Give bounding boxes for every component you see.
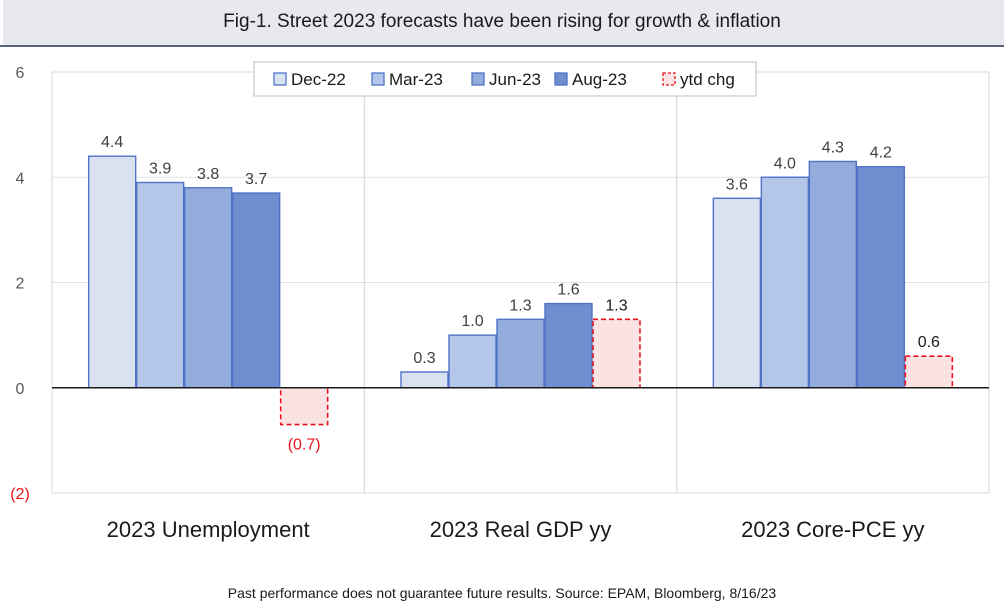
data-label: 0.6 <box>918 334 940 351</box>
source-note: Past performance does not guarantee futu… <box>227 585 777 601</box>
bar-ytd-chg-2 <box>904 355 954 389</box>
y-tick-label: 6 <box>16 65 25 82</box>
data-label: 3.9 <box>149 161 171 178</box>
legend-swatch-aug-23 <box>554 72 568 86</box>
y-axis: 6 4 2 0 (2) <box>10 65 30 503</box>
y-tick-label: 4 <box>16 170 25 187</box>
data-labels: 4.4 3.9 3.8 3.7 (0.7) 0.3 1.0 1.3 1.6 1.3 3.6 4.0 4.… <box>101 134 940 453</box>
bar-aug-23-2 <box>856 166 906 389</box>
y-tick-label: (2) <box>10 486 30 503</box>
legend-swatch-dec-22 <box>273 72 287 86</box>
data-label: 1.3 <box>605 297 627 314</box>
data-label: 1.3 <box>509 297 531 314</box>
y-tick-label: 0 <box>16 381 25 398</box>
y-tick-label: 2 <box>16 276 25 293</box>
legend-label: Dec-22 <box>291 70 346 89</box>
x-category-label: 2023 Core-PCE yy <box>741 517 924 542</box>
x-axis: 2023 Unemployment 2023 Real GDP yy 2023 Co… <box>107 517 925 542</box>
bars <box>87 155 954 426</box>
data-label: 0.3 <box>413 350 435 367</box>
bar-aug-23-1 <box>544 302 593 389</box>
legend-swatch-mar-23 <box>371 72 385 86</box>
bar-mar-23-0 <box>135 181 185 389</box>
data-label: 4.2 <box>870 145 892 162</box>
legend-swatch-jun-23 <box>471 72 485 86</box>
bar-mar-23-2 <box>760 176 810 389</box>
legend: Dec-22 Mar-23 Jun-23 Aug-23 ytd chg <box>253 61 757 97</box>
bar-dec-22-0 <box>87 155 137 389</box>
bar-jun-23-1 <box>496 318 545 389</box>
bar-jun-23-2 <box>808 160 858 389</box>
x-category-label: 2023 Unemployment <box>107 517 310 542</box>
data-label: 3.7 <box>245 171 267 188</box>
data-label: (0.7) <box>288 437 321 454</box>
bar-jun-23-0 <box>183 187 233 389</box>
chart-title: Fig-1. Street 2023 forecasts have been r… <box>223 11 781 32</box>
legend-label: Aug-23 <box>572 70 627 89</box>
data-label: 1.6 <box>557 282 579 299</box>
bar-mar-23-1 <box>448 334 497 389</box>
bar-ytd-chg-0 <box>279 386 329 426</box>
data-label: 4.0 <box>774 155 796 172</box>
data-label: 1.0 <box>461 313 483 330</box>
legend-label: Jun-23 <box>489 70 541 89</box>
legend-swatch-ytd-chg <box>662 72 676 86</box>
legend-label: ytd chg <box>680 70 735 89</box>
bar-aug-23-0 <box>231 192 281 389</box>
bar-dec-22-2 <box>712 197 762 389</box>
data-label: 3.6 <box>726 176 748 193</box>
bar-ytd-chg-1 <box>592 318 641 389</box>
title-bar: Fig-1. Street 2023 forecasts have been r… <box>0 0 1004 47</box>
data-label: 3.8 <box>197 166 219 183</box>
title-bar-edge <box>0 0 3 45</box>
data-label: 4.3 <box>822 139 844 156</box>
data-label: 4.4 <box>101 134 123 151</box>
x-category-label: 2023 Real GDP yy <box>430 517 612 542</box>
bar-dec-22-1 <box>400 371 449 389</box>
legend-label: Mar-23 <box>389 70 443 89</box>
